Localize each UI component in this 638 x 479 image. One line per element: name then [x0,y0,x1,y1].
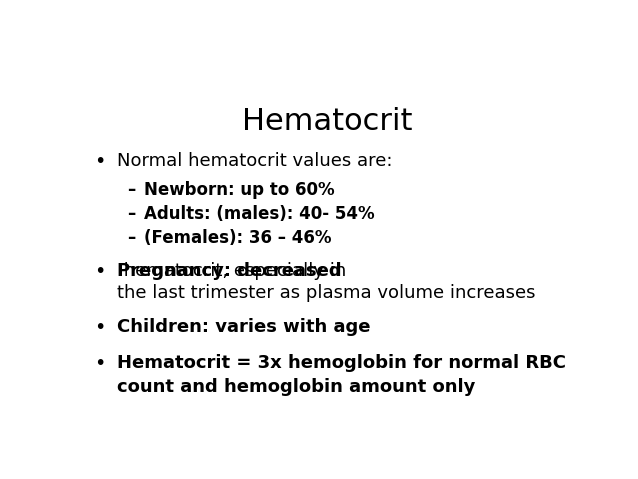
Text: Pregnancy: decreased: Pregnancy: decreased [117,262,341,280]
Text: Hematocrit: Hematocrit [242,107,412,136]
Text: Children: varies with age: Children: varies with age [117,318,370,335]
Text: hematocrit, especially in: hematocrit, especially in [118,262,346,280]
Text: •: • [94,151,106,171]
Text: Adults: (males): 40- 54%: Adults: (males): 40- 54% [144,205,375,223]
Text: Newborn: up to 60%: Newborn: up to 60% [144,181,335,199]
Text: the last trimester as plasma volume increases: the last trimester as plasma volume incr… [117,285,535,302]
Text: –: – [127,229,135,247]
Text: (Females): 36 – 46%: (Females): 36 – 46% [144,229,332,247]
Text: •: • [94,318,106,337]
Text: •: • [94,354,106,374]
Text: •: • [94,262,106,281]
Text: –: – [127,181,135,199]
Text: Hematocrit = 3x hemoglobin for normal RBC: Hematocrit = 3x hemoglobin for normal RB… [117,354,566,372]
Text: –: – [127,205,135,223]
Text: Normal hematocrit values are:: Normal hematocrit values are: [117,151,392,170]
Text: count and hemoglobin amount only: count and hemoglobin amount only [117,378,475,396]
